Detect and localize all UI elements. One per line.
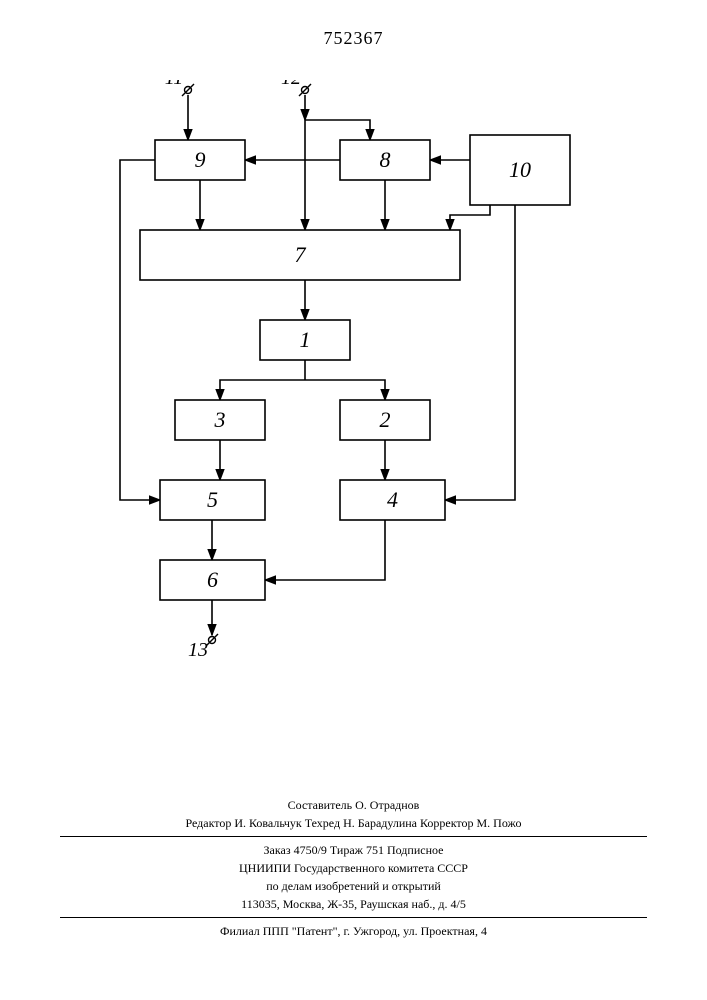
svg-text:1: 1 bbox=[300, 327, 311, 352]
footer-line: Составитель О. Отраднов bbox=[60, 796, 647, 814]
svg-text:2: 2 bbox=[380, 407, 391, 432]
svg-text:5: 5 bbox=[207, 487, 218, 512]
svg-text:7: 7 bbox=[295, 242, 307, 267]
document-number: 752367 bbox=[0, 28, 707, 49]
svg-text:13: 13 bbox=[188, 639, 208, 661]
svg-text:4: 4 bbox=[387, 487, 398, 512]
svg-text:10: 10 bbox=[509, 157, 531, 182]
footer-line: Филиал ППП "Патент", г. Ужгород, ул. Про… bbox=[60, 922, 647, 940]
footer-line: по делам изобретений и открытий bbox=[60, 877, 647, 895]
svg-text:9: 9 bbox=[195, 147, 206, 172]
footer-line: ЦНИИПИ Государственного комитета СССР bbox=[60, 859, 647, 877]
footer-line: Заказ 4750/9 Тираж 751 Подписное bbox=[60, 841, 647, 859]
svg-text:8: 8 bbox=[380, 147, 391, 172]
block-diagram: 98107132546111213 bbox=[60, 80, 620, 680]
svg-text:6: 6 bbox=[207, 567, 218, 592]
svg-text:12: 12 bbox=[281, 80, 301, 89]
imprint-footer: Составитель О. Отраднов Редактор И. Кова… bbox=[60, 796, 647, 940]
footer-line: 113035, Москва, Ж-35, Раушская наб., д. … bbox=[60, 895, 647, 913]
svg-text:11: 11 bbox=[165, 80, 184, 89]
svg-text:3: 3 bbox=[214, 407, 226, 432]
footer-line: Редактор И. Ковальчук Техред Н. Барадули… bbox=[60, 814, 647, 832]
